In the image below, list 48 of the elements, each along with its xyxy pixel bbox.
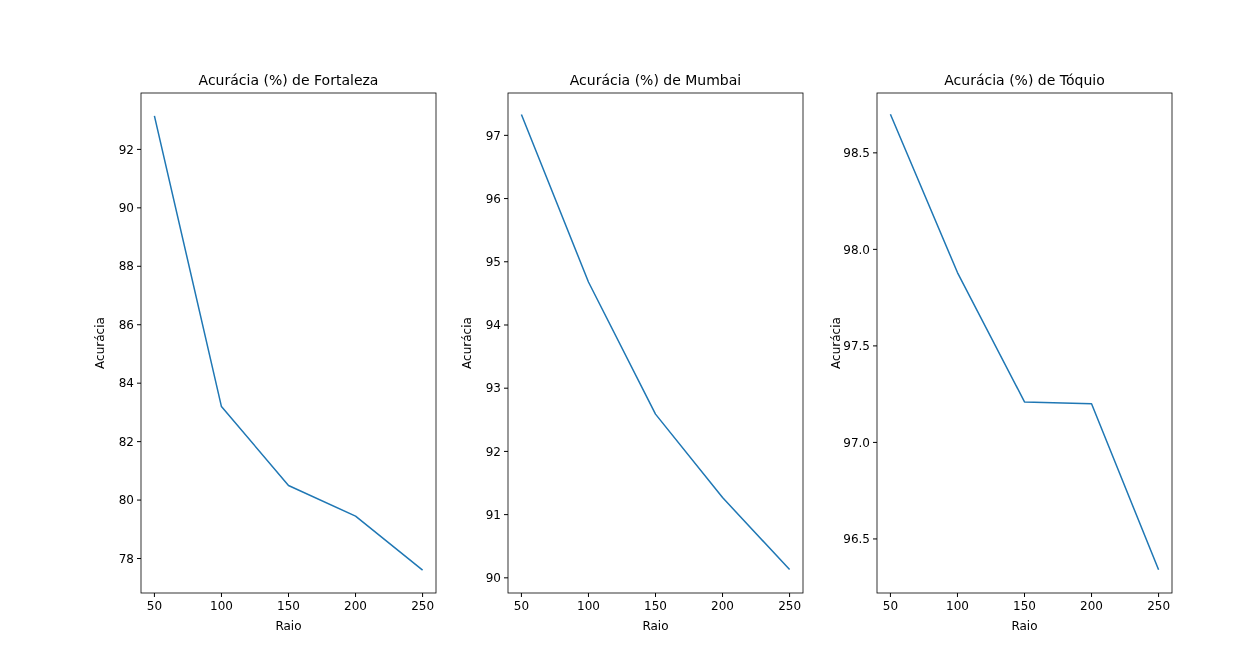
y-tick-label: 82 (118, 434, 134, 449)
x-tick-label: 50 (513, 599, 530, 613)
chart-title: Acurácia (%) de Mumbai (569, 72, 742, 88)
x-axis-title: Raio (1011, 619, 1038, 633)
y-tick-label: 98.5 (843, 146, 870, 161)
x-tick-label: 200 (344, 599, 367, 613)
x-tick-label: 100 (577, 599, 600, 613)
y-tick-label: 84 (118, 376, 134, 391)
x-tick-label: 200 (1080, 599, 1103, 613)
x-tick-label: 150 (1013, 599, 1036, 613)
y-tick-label: 97.0 (843, 435, 870, 450)
y-tick-label: 93 (485, 381, 501, 396)
y-tick-label: 96 (485, 191, 501, 206)
x-tick-label: 150 (644, 599, 667, 613)
y-axis-title: Acurácia (460, 317, 474, 369)
x-tick-label: 50 (146, 599, 163, 613)
line-series (520, 113, 791, 571)
y-axis-title: Acurácia (93, 317, 107, 369)
line-series (889, 113, 1160, 571)
y-tick-label: 92 (485, 444, 501, 459)
chart-title: Acurácia (%) de Fortaleza (198, 72, 379, 88)
x-tick-label: 250 (411, 599, 435, 613)
y-axis-title: Acurácia (829, 317, 843, 369)
x-tick-label: 150 (277, 599, 300, 613)
x-axis-title: Raio (642, 619, 669, 633)
y-tick-label: 98.0 (843, 242, 870, 257)
x-tick-label: 200 (711, 599, 734, 613)
x-tick-label: 50 (882, 599, 899, 613)
x-axis-title: Raio (275, 619, 302, 633)
chart-title: Acurácia (%) de Tóquio (944, 72, 1105, 88)
y-tick-label: 95 (485, 254, 501, 269)
x-tick-label: 100 (946, 599, 969, 613)
y-tick-label: 80 (118, 493, 134, 508)
y-tick-label: 97 (485, 128, 501, 143)
x-tick-label: 250 (778, 599, 802, 613)
y-tick-label: 96.5 (843, 532, 870, 547)
y-tick-label: 90 (485, 571, 501, 586)
y-tick-label: 78 (118, 551, 134, 566)
y-tick-label: 90 (118, 201, 134, 216)
y-tick-label: 86 (118, 317, 134, 332)
y-tick-label: 92 (118, 142, 134, 157)
x-tick-label: 100 (210, 599, 233, 613)
y-tick-label: 88 (118, 259, 134, 274)
y-tick-label: 94 (485, 318, 501, 333)
y-tick-label: 91 (485, 507, 501, 522)
line-series (153, 115, 424, 571)
y-tick-label: 97.5 (843, 339, 870, 354)
x-tick-label: 250 (1147, 599, 1171, 613)
